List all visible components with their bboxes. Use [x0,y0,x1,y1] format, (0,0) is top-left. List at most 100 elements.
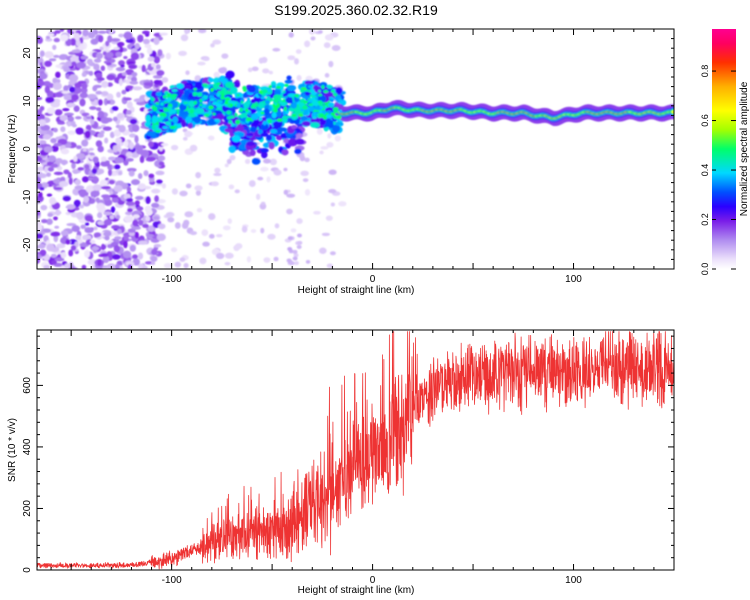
heatmap-cell [137,252,144,260]
heatmap-cell [77,167,85,171]
heatmap-cell [257,176,264,181]
heatmap-cell [39,187,45,191]
heatmap-cell [282,111,286,116]
heatmap-cell [165,212,175,218]
heatmap-cell [300,170,309,177]
heatmap-cell [95,140,103,148]
heatmap-cell [247,67,253,73]
heatmap-cell [300,115,308,121]
heatmap-cell [42,133,52,140]
colorbar-tick-label: 0.2 [700,213,710,226]
heatmap-cell [37,253,42,257]
heatmap-cell [332,124,341,133]
heatmap-cell [46,218,53,225]
heatmap-cell [123,97,132,101]
heatmap-cell [286,84,297,92]
heatmap-cell [128,64,137,69]
heatmap-cell [103,97,108,106]
heatmap-cell [88,147,94,151]
heatmap-cell [172,116,179,124]
heatmap-cell [287,138,298,147]
heatmap-cell [260,227,265,234]
heatmap-cell [39,249,47,257]
heatmap-cell [125,198,133,203]
heatmap-cell [217,100,223,104]
heatmap-cell [96,77,105,81]
heatmap-cell [184,84,192,89]
heatmap-cell [152,74,163,79]
heatmap-cell [82,29,89,37]
heatmap-cell [123,31,133,40]
heatmap-cell [313,210,321,215]
heatmap-cell [282,115,288,120]
heatmap-cell [97,30,107,34]
heatmap-cell [143,170,149,177]
heatmap-cell [155,102,160,105]
heatmap-cell [53,171,64,176]
heatmap-cell [336,115,342,120]
heatmap-cell [335,87,343,95]
heatmap-cell [142,38,150,45]
heatmap-cell [246,132,254,137]
heatmap-cell [67,130,76,135]
heatmap-cell [56,78,61,84]
heatmap-cell [86,93,97,99]
heatmap-cell [53,186,63,191]
heatmap-cell [287,55,296,61]
heatmap-cell [266,95,271,101]
heatmap-cell [92,184,103,191]
heatmap-cell [260,123,269,131]
heatmap-cell [44,166,49,173]
heatmap-cell [84,249,91,258]
heatmap-cell [234,243,243,250]
snr-ytick-label: 600 [22,377,33,394]
heatmap-cell [142,30,150,35]
heatmap-cell [250,113,259,121]
heatmap-cell [102,126,112,131]
heatmap-cell [183,262,189,269]
heatmap-cell [308,105,315,112]
heatmap-cell [134,135,139,143]
heatmap-cell [50,231,61,237]
heatmap-cell [141,64,146,73]
heatmap-cell [235,119,241,125]
heatmap-cell [97,99,103,106]
heatmap-cell [132,254,138,259]
heatmap-cell [221,53,229,59]
heatmap-cell [238,132,245,137]
heatmap-cell [201,97,205,102]
heatmap-cell [251,66,259,72]
heatmap-cell [115,263,120,269]
heatmap-cell [127,208,133,213]
heatmap-cell [65,239,71,245]
heatmap-cell [189,144,198,152]
heatmap-cell [136,206,144,211]
heatmap-cell [174,261,182,268]
heatmap-cell [224,252,234,259]
heatmap-cell [228,119,232,124]
heatmap-cell [118,124,126,133]
heatmap-cell [96,168,105,175]
heatmap-cell [113,185,123,193]
heatmap-cell [330,90,335,93]
heatmap-cell [151,202,160,208]
heatmap-cell [86,58,93,65]
heatmap-cell [123,55,128,60]
heatmap-cell [81,139,89,147]
heatmap-cell [82,234,92,240]
heatmap-cell [84,130,91,139]
heatmap-cell [62,108,70,112]
snr-xtick-label: -100 [162,575,182,586]
heatmap-cell [61,90,70,94]
heatmap-cell [110,206,116,214]
heatmap-cell [218,67,227,74]
heatmap-cell [300,89,305,93]
heatmap-cell [212,101,218,106]
heatmap-cell [296,218,303,225]
heatmap-cell [264,100,270,105]
heatmap-cell [151,62,156,68]
heatmap-cell [202,57,210,61]
heatmap-cell [78,189,89,198]
heatmap-cell [119,142,124,147]
heatmap-cell [97,132,104,138]
